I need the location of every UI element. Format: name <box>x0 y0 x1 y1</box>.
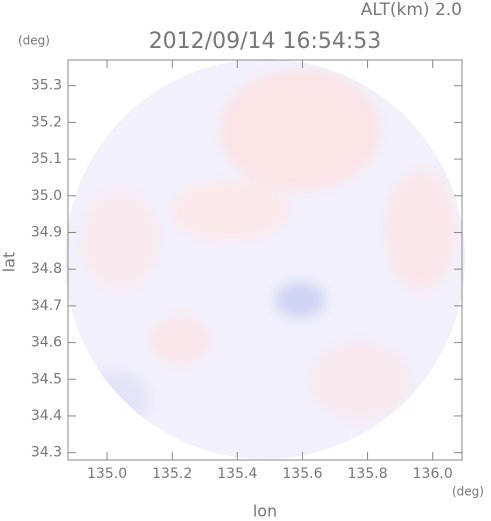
x-tick-label: 135.2 <box>152 466 192 482</box>
plot-frame <box>67 59 463 461</box>
altitude-label: ALT(km) 2.0 <box>361 0 462 20</box>
x-tick-label: 135.4 <box>217 466 257 482</box>
y-tick-label: 35.2 <box>31 114 62 130</box>
y-tick-label: 35.1 <box>31 151 62 167</box>
y-tick-label: 34.6 <box>31 335 62 351</box>
y-tick-label: 34.8 <box>31 261 62 277</box>
y-tick-label: 34.3 <box>31 445 62 461</box>
x-tick-label: 135.6 <box>282 466 322 482</box>
x-tick-label: 135.8 <box>348 466 388 482</box>
x-axis-label: lon <box>253 502 277 521</box>
radar-field <box>65 59 465 459</box>
chart-title: 2012/09/14 16:54:53 <box>149 29 382 54</box>
x-tick-label: 136.0 <box>413 466 453 482</box>
y-tick-label: 35.0 <box>31 188 62 204</box>
x-tick-label: 135.0 <box>87 466 127 482</box>
y-tick-label: 34.4 <box>31 408 62 424</box>
y-tick-label: 35.3 <box>31 78 62 94</box>
y-axis-label: lat <box>0 252 19 273</box>
y-tick-label: 34.9 <box>31 224 62 240</box>
y-tick-label: 34.7 <box>31 298 62 314</box>
y-tick-label: 34.5 <box>31 371 62 387</box>
y-unit: (deg) <box>18 34 50 48</box>
x-unit: (deg) <box>452 485 484 499</box>
